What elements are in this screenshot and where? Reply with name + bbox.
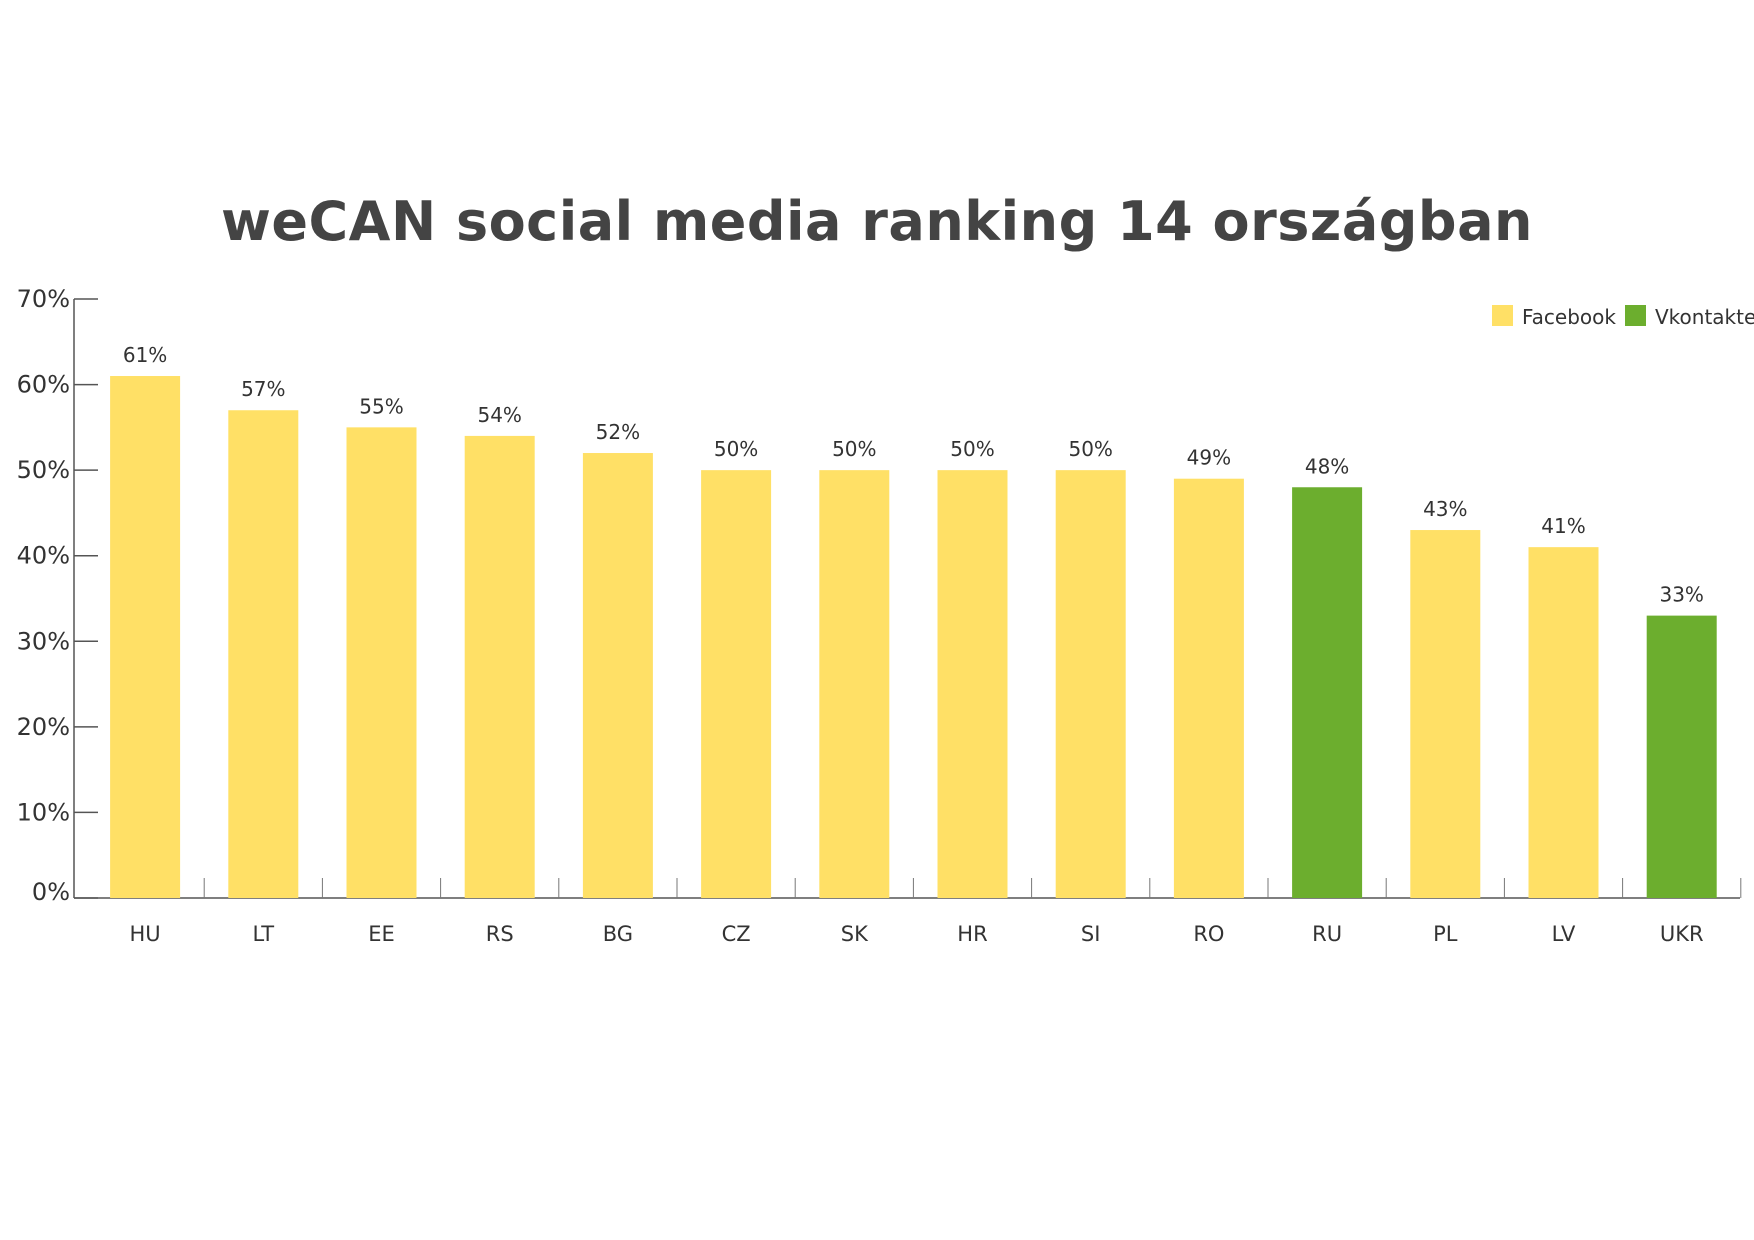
x-tick-label: RO	[1193, 922, 1224, 946]
x-tick-label: PL	[1433, 922, 1458, 946]
bar-ru	[1292, 487, 1363, 898]
legend-label: Vkontakte	[1655, 305, 1754, 329]
x-tick-label: LT	[252, 922, 274, 946]
y-tick-label: 0%	[32, 878, 70, 906]
legend-label: Facebook	[1522, 305, 1616, 329]
y-tick-label: 60%	[17, 371, 70, 399]
bar-lt	[228, 410, 299, 898]
bar-pl	[1410, 530, 1481, 898]
data-label: 48%	[1305, 454, 1349, 478]
data-label: 50%	[832, 437, 876, 461]
bar-si	[1055, 470, 1126, 898]
chart-title: weCAN social media ranking 14 országban	[221, 190, 1533, 253]
x-tick-label: SI	[1081, 922, 1101, 946]
legend-swatch	[1625, 305, 1646, 326]
y-tick-label: 10%	[17, 798, 70, 826]
chart-axes: 0% 10% 20% 30% 40% 50% 60% 70%	[17, 285, 1742, 906]
data-label: 50%	[1068, 437, 1112, 461]
bar-hu	[110, 376, 181, 898]
data-label: 55%	[359, 394, 403, 418]
data-label: 33%	[1659, 583, 1703, 607]
y-tick-label: 20%	[17, 713, 70, 741]
data-label: 57%	[241, 377, 285, 401]
chart-legend: Facebook Vkontakte	[1492, 305, 1754, 329]
y-tick-label: 70%	[17, 285, 70, 313]
y-tick-label: 50%	[17, 456, 70, 484]
x-tick-label: SK	[841, 922, 869, 946]
data-label: 52%	[596, 420, 640, 444]
data-label: 61%	[123, 343, 167, 367]
y-tick-label: 30%	[17, 627, 70, 655]
data-label: 50%	[950, 437, 994, 461]
x-tick-label: RU	[1312, 922, 1342, 946]
x-tick-label: RS	[486, 922, 514, 946]
x-tick-label: EE	[368, 922, 395, 946]
chart-labels: 61% HU 57% LT 55% EE 54% RS 52% BG 50% CZ 50% SK 50% HR…	[123, 343, 1704, 946]
x-tick-label: UKR	[1660, 922, 1704, 946]
chart-bars	[110, 376, 1717, 898]
legend-swatch	[1492, 305, 1513, 326]
y-tick-label: 40%	[17, 542, 70, 570]
data-label: 54%	[477, 403, 521, 427]
bar-ro	[1173, 478, 1244, 898]
bar-ukr	[1646, 615, 1717, 898]
data-label: 41%	[1541, 514, 1585, 538]
bar-rs	[464, 435, 535, 898]
bar-ee	[346, 427, 417, 898]
bar-lv	[1528, 547, 1599, 898]
x-tick-label: LV	[1552, 922, 1576, 946]
data-label: 50%	[714, 437, 758, 461]
bar-sk	[819, 470, 890, 898]
data-label: 49%	[1187, 446, 1231, 470]
x-tick-label: BG	[603, 922, 633, 946]
bar-hr	[937, 470, 1008, 898]
bar-cz	[701, 470, 772, 898]
x-tick-label: CZ	[722, 922, 751, 946]
x-tick-label: HU	[130, 922, 161, 946]
x-tick-label: HR	[957, 922, 987, 946]
data-label: 43%	[1423, 497, 1467, 521]
bar-bg	[582, 453, 653, 898]
